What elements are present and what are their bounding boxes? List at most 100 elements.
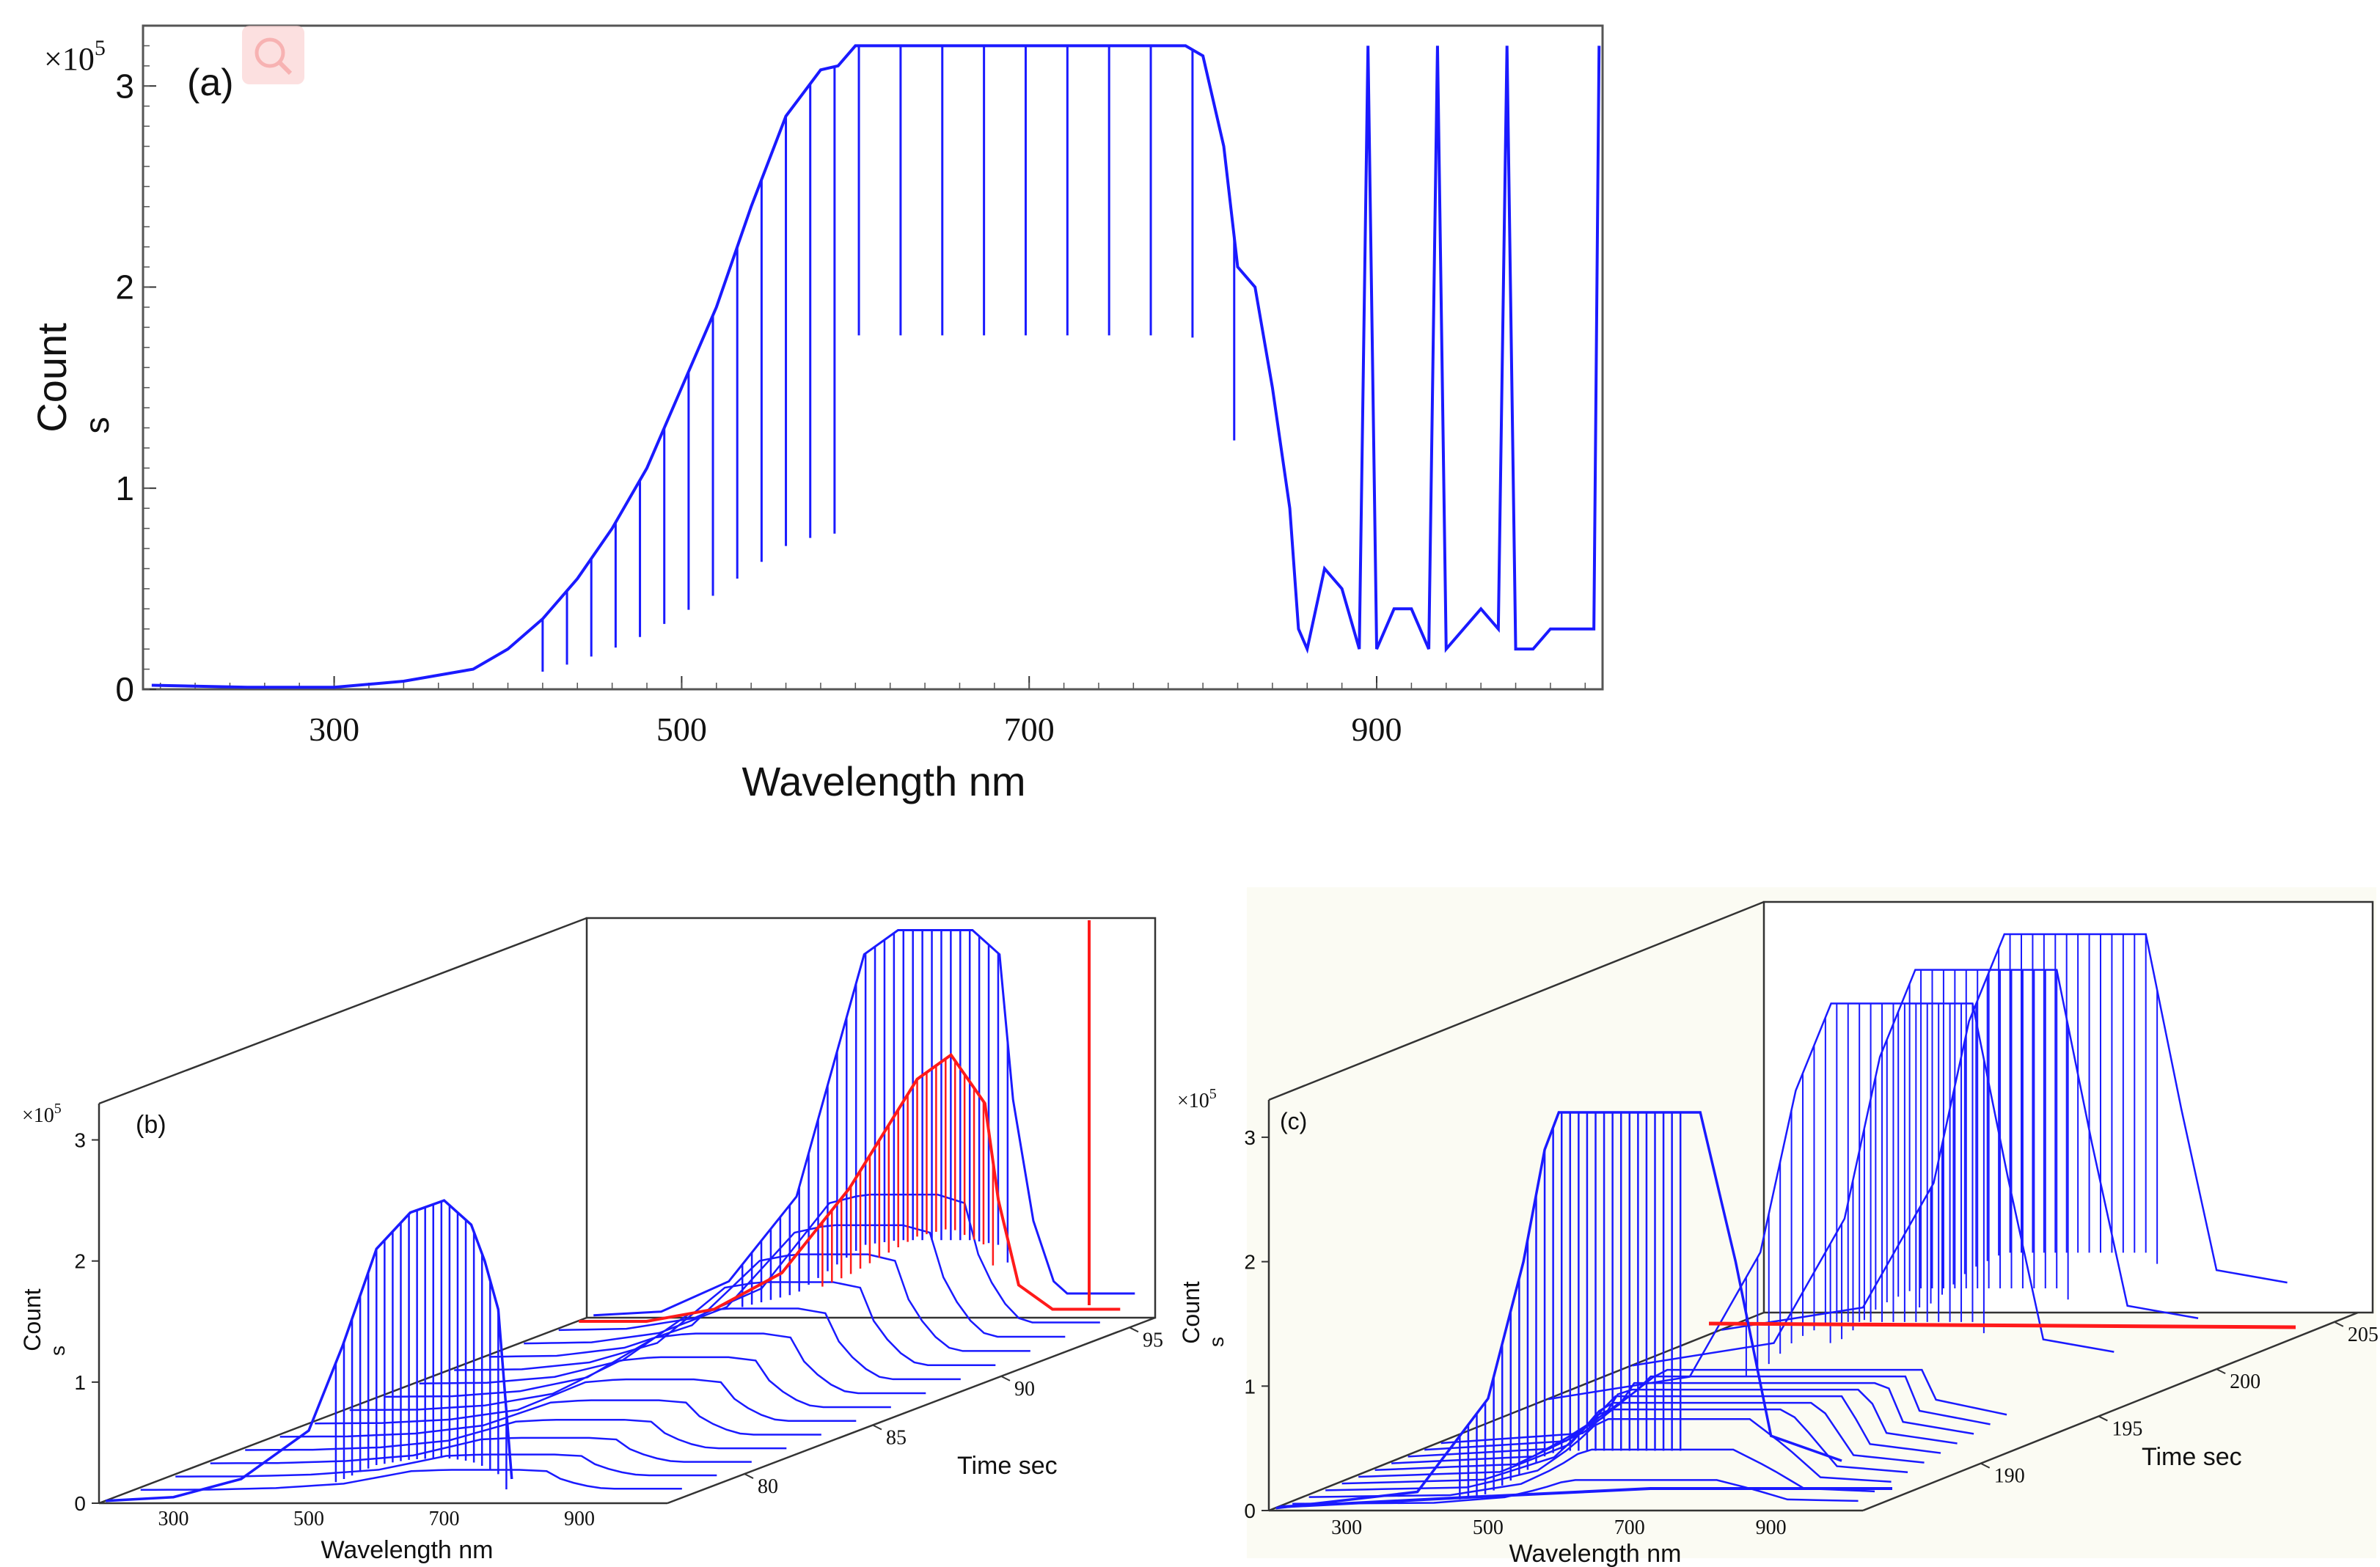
z-tick (872, 1424, 882, 1431)
z-tick-label: 200 (2230, 1370, 2260, 1393)
stack-spectrum-line (210, 1436, 752, 1464)
x-tick-label: 900 (1352, 711, 1402, 748)
x-tick-label: 300 (309, 711, 359, 748)
panel-c: 300 500 700 900 0 1 2 3 190 195 200 205 (c) ×105 Co… (1177, 887, 2379, 1567)
panel-c-box-edge-bottom (1862, 1311, 2359, 1512)
stack-spectrum-line (279, 1399, 821, 1438)
z-tick (2098, 1415, 2108, 1422)
magnifier-icon (255, 37, 293, 76)
panel-b-red-spectrum (579, 1052, 1121, 1323)
stack-spectrum-line (140, 1469, 682, 1491)
zoom-badge (242, 26, 304, 84)
panel-b-box-edge-bottom (667, 1316, 1156, 1505)
panel-b-box-edge-top (98, 917, 587, 1105)
stack-spectrum-line (1358, 1401, 1925, 1478)
panel-a-label: (a) (187, 62, 234, 104)
panel-b-label: (b) (136, 1111, 166, 1139)
panel-b-back-wall (585, 917, 1157, 1319)
stack-spectrum-line (524, 1224, 1066, 1345)
x-tick-label: 300 (158, 1508, 188, 1530)
z-tick-label: 80 (758, 1475, 778, 1498)
panel-a-xlabel: Wavelength nm (742, 758, 1026, 804)
panel-a-fringe-lines (541, 45, 1236, 672)
z-tick-label: 90 (1014, 1378, 1035, 1401)
panel-c-xlabel: Wavelength nm (1509, 1540, 1682, 1567)
panel-b-red-fringes (821, 1058, 995, 1287)
stack-spectrum-line (1308, 1448, 1875, 1498)
panel-c-axes: 300 500 700 900 0 1 2 3 190 195 200 205 (1244, 1126, 2378, 1539)
stack-spectrum-line (454, 1281, 996, 1371)
panel-b-xlabel: Wavelength nm (321, 1536, 494, 1564)
stack-spectrum-line (175, 1453, 717, 1478)
x-tick-label: 300 (1331, 1516, 1362, 1539)
x-tick-label: 500 (656, 711, 707, 748)
x-tick-label: 700 (1004, 711, 1055, 748)
x-tick-label: 500 (1473, 1516, 1504, 1539)
x-tick-label: 900 (564, 1508, 595, 1530)
panel-c-box-edge-mid (1268, 1311, 1765, 1512)
y-tick-label: 3 (115, 67, 134, 105)
stack-spectrum-line (1292, 1479, 1859, 1505)
y-tick-label: 0 (1244, 1500, 1256, 1522)
y-tick-label: 0 (74, 1492, 86, 1515)
panel-a-ylabel-main: Count (29, 323, 75, 433)
panel-b-ylabel-main: Count (19, 1288, 45, 1351)
stack-spectrum-line (1374, 1395, 1941, 1472)
back-spectrum-line (1721, 933, 2288, 1331)
panel-c-ylabel-sub: s (1205, 1337, 1228, 1347)
panel-c-zlabel: Time sec (2142, 1443, 2242, 1471)
z-tick-label: 190 (1994, 1465, 2025, 1488)
panel-b-axes: 300 500 700 900 0 1 2 3 80 85 90 95 (74, 1129, 1163, 1530)
y-tick-label: 0 (115, 670, 134, 708)
stack-spectrum-line (245, 1418, 787, 1451)
y-tick-label: 1 (1244, 1375, 1256, 1398)
panel-a-series-line (151, 44, 1601, 689)
y-tick-label: 3 (74, 1129, 86, 1152)
y-tick-label: 1 (74, 1371, 86, 1394)
panel-b-spectra-stack (140, 1193, 1100, 1491)
panel-c-back-spectra (1548, 933, 2288, 1401)
z-tick (2216, 1368, 2226, 1375)
y-tick-label: 2 (1244, 1251, 1256, 1274)
panel-b-back-spectrum (593, 929, 1135, 1317)
stack-spectrum-line (558, 1193, 1100, 1332)
panel-b-back-fringes (741, 930, 1009, 1307)
panel-b-zlabel: Time sec (957, 1452, 1058, 1480)
panel-c-label: (c) (1280, 1108, 1307, 1134)
panel-c-scale-label: ×105 (1177, 1086, 1217, 1112)
y-tick-label: 2 (115, 268, 134, 307)
panel-a-axes: 300 500 700 900 0 1 2 3 (115, 25, 1586, 748)
stack-spectrum-line (315, 1378, 857, 1425)
panel-b-ylabel-sub: s (46, 1346, 69, 1356)
panel-c-front-fringes (1459, 1112, 1682, 1500)
panel-b-box-edge-mid (98, 1316, 587, 1505)
back-spectrum-line (1632, 969, 2199, 1367)
x-tick-label: 700 (1614, 1516, 1645, 1539)
z-tick (744, 1473, 754, 1479)
x-tick-label: 900 (1756, 1516, 1787, 1539)
y-tick-label: 1 (115, 469, 134, 507)
z-tick-label: 95 (1143, 1329, 1163, 1351)
z-tick (1000, 1376, 1011, 1381)
panel-c-red-spectrum (1708, 1321, 2296, 1329)
stack-spectrum-line (488, 1253, 1030, 1358)
x-tick-label: 700 (429, 1508, 460, 1530)
y-tick-label: 2 (74, 1250, 86, 1273)
panel-a-plot-frame (142, 24, 1604, 691)
z-tick-label: 195 (2112, 1417, 2142, 1440)
panel-c-flat-spectrum (1279, 1487, 1892, 1508)
panel-b-scale-label: ×105 (22, 1101, 62, 1127)
z-tick-label: 85 (886, 1426, 907, 1449)
panel-b-front-fringes (334, 1201, 508, 1490)
z-tick (1129, 1326, 1139, 1333)
panel-c-box-edge-top (1268, 900, 1765, 1101)
stack-spectrum-line (1440, 1368, 2007, 1445)
panel-a: (a) ×105 300 500 700 900 0 1 2 3 Count s Wavele… (29, 24, 1604, 804)
z-tick (1980, 1462, 1991, 1469)
panel-a-ylabel-sub: s (78, 417, 116, 434)
panel-c-ylabel-main: Count (1178, 1281, 1204, 1344)
z-tick (2334, 1321, 2344, 1327)
y-tick-label: 3 (1244, 1126, 1256, 1149)
